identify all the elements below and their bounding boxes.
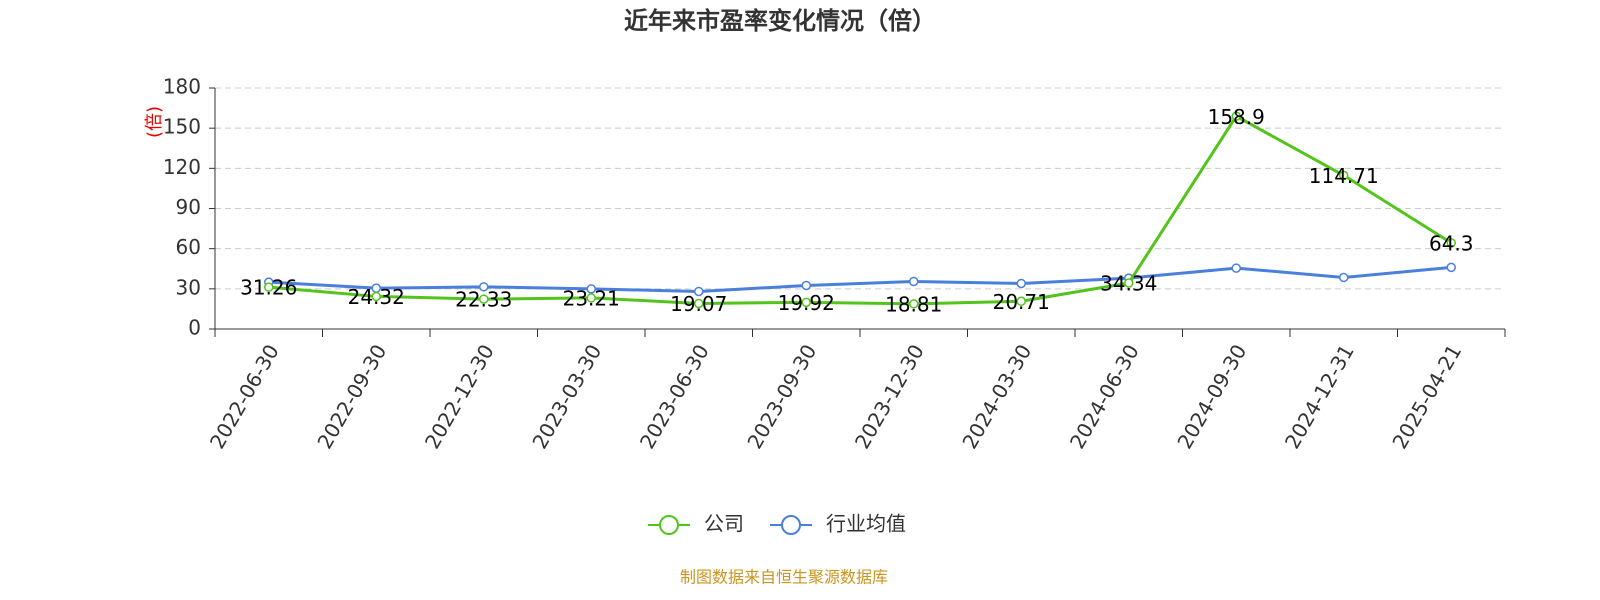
x-tick-label: 2025-04-21 [1387,340,1466,453]
x-tick-label: 2023-09-30 [742,340,821,453]
x-tick-label: 2022-09-30 [312,340,391,453]
x-tick-label: 2023-03-30 [527,340,606,453]
data-label: 114.71 [1309,164,1379,188]
data-point [1339,272,1349,283]
y-tick-label: 30 [176,275,201,299]
data-label: 23.21 [563,286,620,310]
data-point [586,293,596,303]
data-point [694,286,704,297]
data-point [1231,111,1241,122]
series-line [268,114,1453,306]
source-note: 制图数据来自恒生聚源数据库 [680,568,888,587]
legend-marker [659,515,679,535]
data-point [1124,278,1134,288]
data-point [264,282,274,292]
data-label: 158.9 [1208,105,1265,129]
y-tick-label: 180 [163,75,201,99]
data-label: 31.26 [240,276,297,300]
data-label: 34.34 [1100,272,1157,296]
data-label: 19.07 [670,292,727,316]
data-point [1016,278,1026,289]
data-point [1339,170,1349,181]
x-tick-label: 2024-03-30 [957,340,1036,453]
data-point [479,282,489,292]
x-tick-label: 2022-06-30 [205,340,284,453]
data-point [801,280,811,291]
x-tick-label: 2024-09-30 [1172,340,1251,453]
y-tick-label: 120 [163,155,201,179]
data-point [1231,263,1241,273]
legend-label: 公司 [704,512,744,536]
x-tick-label: 2024-06-30 [1065,340,1144,453]
data-point [586,284,596,294]
data-point [1446,238,1456,248]
data-point [909,276,919,287]
x-tick-label: 2024-12-31 [1280,340,1359,453]
y-tick-label: 60 [176,235,201,259]
legend-label: 行业均值 [826,512,906,536]
y-tick-label: 0 [188,316,201,340]
x-tick-label: 2023-12-30 [850,340,929,453]
data-point [801,297,811,308]
chart-title: 近年来市盈率变化情况（倍） [624,7,936,35]
y-axis-label: (倍) [144,106,165,138]
series-line [268,265,1452,294]
data-label: 19.92 [778,291,835,315]
x-tick-label: 2023-06-30 [635,340,714,453]
y-tick-label: 150 [163,115,201,139]
data-label: 22.33 [455,288,512,312]
data-point [909,299,919,309]
data-point [479,294,489,304]
data-label: 24.32 [348,285,405,309]
legend-marker [781,515,801,535]
y-tick-label: 90 [176,195,201,219]
data-label: 20.71 [993,290,1050,314]
data-label: 64.3 [1429,231,1474,255]
x-tick-label: 2022-12-30 [420,340,499,453]
data-point [371,291,381,302]
data-point [1446,262,1456,273]
data-point [1016,296,1026,307]
data-label: 18.81 [885,292,942,316]
data-point [694,298,704,309]
